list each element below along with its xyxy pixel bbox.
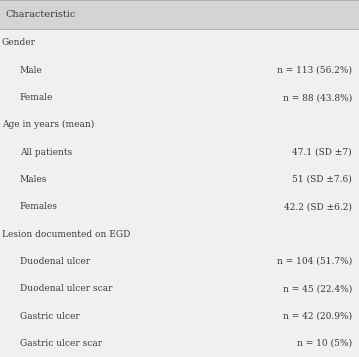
Text: Lesion documented on EGD: Lesion documented on EGD (2, 230, 130, 238)
Bar (0, 0, 359, 29)
Text: Duodenal ulcer: Duodenal ulcer (20, 257, 90, 266)
Text: Gastric ulcer: Gastric ulcer (20, 312, 79, 321)
Text: n = 42 (20.9%): n = 42 (20.9%) (283, 312, 352, 321)
Text: 47.1 (SD ±7): 47.1 (SD ±7) (292, 148, 352, 157)
Text: n = 88 (43.8%): n = 88 (43.8%) (283, 93, 352, 102)
Text: Females: Females (20, 202, 58, 211)
Text: Gastric ulcer scar: Gastric ulcer scar (20, 339, 102, 348)
Text: 42.2 (SD ±6.2): 42.2 (SD ±6.2) (284, 202, 352, 211)
Text: Male: Male (20, 66, 42, 75)
Text: n = 10 (5%): n = 10 (5%) (297, 339, 352, 348)
Text: Age in years (mean): Age in years (mean) (2, 120, 94, 130)
Text: All patients: All patients (20, 148, 72, 157)
Text: n = 113 (56.2%): n = 113 (56.2%) (277, 66, 352, 75)
Text: n = 104 (51.7%): n = 104 (51.7%) (276, 257, 352, 266)
Text: Duodenal ulcer scar: Duodenal ulcer scar (20, 284, 112, 293)
Text: Characteristic: Characteristic (5, 10, 76, 19)
Text: 51 (SD ±7.6): 51 (SD ±7.6) (292, 175, 352, 184)
Text: n = 45 (22.4%): n = 45 (22.4%) (283, 284, 352, 293)
Text: Males: Males (20, 175, 47, 184)
Text: Female: Female (20, 93, 53, 102)
Text: Gender: Gender (2, 39, 36, 47)
